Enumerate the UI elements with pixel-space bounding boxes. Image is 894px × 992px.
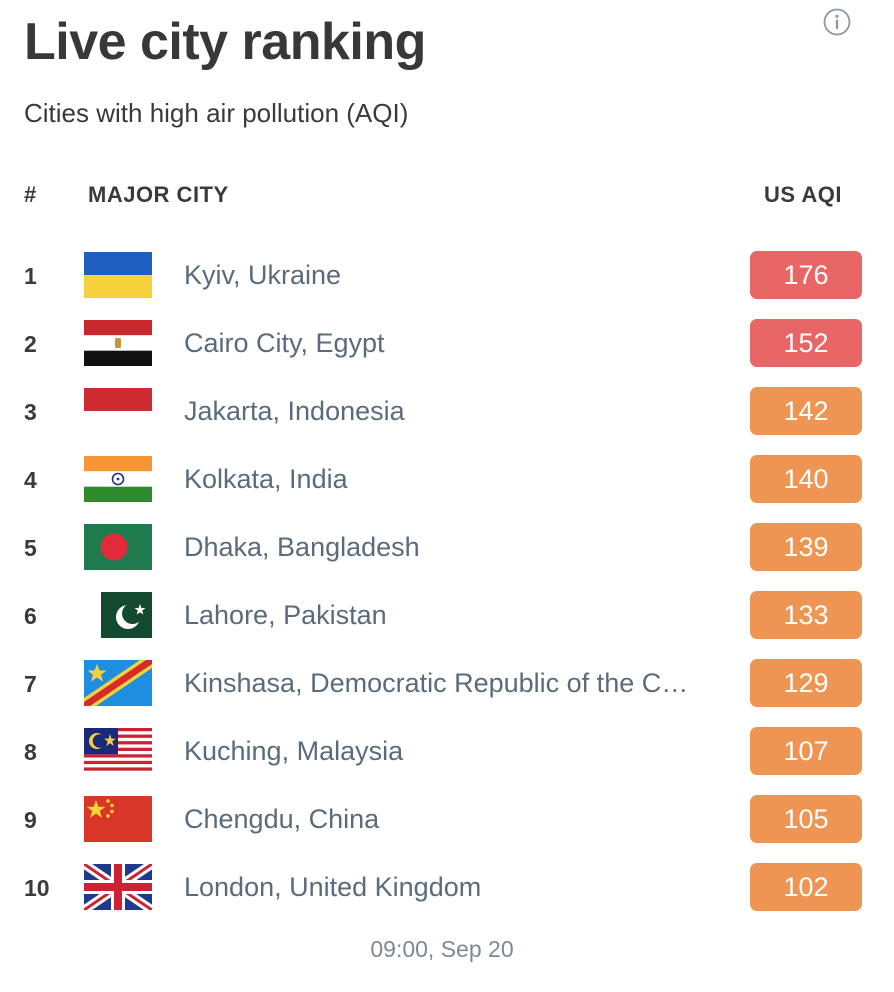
- aqi-badge: 133: [750, 591, 862, 639]
- aqi-badge: 152: [750, 319, 862, 367]
- aqi-badge: 140: [750, 455, 862, 503]
- city-name[interactable]: Chengdu, China: [184, 804, 380, 834]
- column-header-rank: #: [24, 182, 37, 207]
- dr-congo-flag-icon: [84, 660, 152, 706]
- pakistan-flag-icon: [84, 592, 152, 638]
- aqi-badge: 142: [750, 387, 862, 435]
- info-circle-icon[interactable]: [823, 8, 851, 36]
- city-name[interactable]: Dhaka, Bangladesh: [184, 532, 420, 562]
- city-name[interactable]: Kolkata, India: [184, 464, 348, 494]
- city-name[interactable]: Jakarta, Indonesia: [184, 396, 405, 426]
- page-subtitle: Cities with high air pollution (AQI): [24, 98, 409, 128]
- city-name[interactable]: London, United Kingdom: [184, 872, 482, 902]
- rank-number: 8: [24, 739, 37, 765]
- ukraine-flag-icon: [84, 252, 152, 298]
- city-name[interactable]: Kyiv, Ukraine: [184, 260, 342, 290]
- table-row[interactable]: 6 Lahore, Pakistan 133: [0, 591, 894, 639]
- table-row[interactable]: 1 Kyiv, Ukraine 176: [0, 251, 894, 299]
- aqi-badge: 129: [750, 659, 862, 707]
- table-row[interactable]: 2 Cairo City, Egypt 152: [0, 319, 894, 367]
- city-name[interactable]: Kuching, Malaysia: [184, 736, 404, 766]
- rank-number: 3: [24, 399, 37, 425]
- table-row[interactable]: 9 Chengdu, China 105: [0, 795, 894, 843]
- column-header-city: MAJOR CITY: [88, 182, 229, 207]
- rank-number: 1: [24, 263, 37, 289]
- aqi-badge: 176: [750, 251, 862, 299]
- aqi-badge: 139: [750, 523, 862, 571]
- bangladesh-flag-icon: [84, 524, 152, 570]
- rank-number: 9: [24, 807, 37, 833]
- rank-number: 10: [24, 875, 50, 901]
- uk-flag-icon: [84, 864, 152, 910]
- aqi-badge: 105: [750, 795, 862, 843]
- table-row[interactable]: 5 Dhaka, Bangladesh 139: [0, 523, 894, 571]
- table-row[interactable]: 10 London, United Kingdom 102: [0, 863, 894, 911]
- china-flag-icon: [84, 796, 152, 842]
- egypt-flag-icon: [84, 320, 152, 366]
- rank-number: 7: [24, 671, 37, 697]
- city-name[interactable]: Lahore, Pakistan: [184, 600, 387, 630]
- city-name[interactable]: Cairo City, Egypt: [184, 328, 385, 358]
- table-row[interactable]: 7 Kinshasa, Democratic Republic of the C……: [0, 659, 894, 707]
- malaysia-flag-icon: [84, 728, 152, 774]
- page-title: Live city ranking: [24, 13, 426, 71]
- rank-number: 2: [24, 331, 37, 357]
- table-row[interactable]: 8 Kuching, Malaysia 107: [0, 727, 894, 775]
- aqi-badge: 107: [750, 727, 862, 775]
- table-row[interactable]: 3 Jakarta, Indonesia 142: [0, 387, 894, 435]
- city-name[interactable]: Kinshasa, Democratic Republic of the C…: [184, 668, 689, 698]
- aqi-badge: 102: [750, 863, 862, 911]
- timestamp: 09:00, Sep 20: [370, 936, 514, 962]
- rank-number: 5: [24, 535, 37, 561]
- india-flag-icon: [84, 456, 152, 502]
- indonesia-flag-icon: [84, 388, 152, 434]
- rank-number: 6: [24, 603, 37, 629]
- column-header-aqi: US AQI: [764, 182, 842, 207]
- table-row[interactable]: 4 Kolkata, India 140: [0, 455, 894, 503]
- rank-number: 4: [24, 467, 37, 493]
